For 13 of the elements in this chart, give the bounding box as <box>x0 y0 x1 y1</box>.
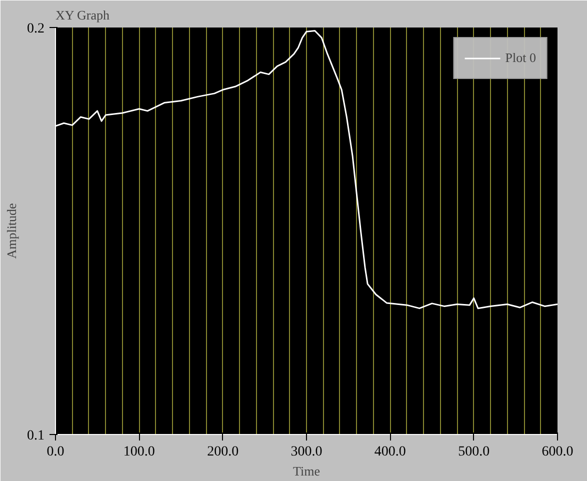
x-tick-label: 500.0 <box>458 444 490 460</box>
x-tick-label: 200.0 <box>207 444 239 460</box>
y-tick-label: 0.2 <box>27 22 44 36</box>
x-tick-label: 600.0 <box>542 444 574 460</box>
legend-label: Plot 0 <box>505 50 536 66</box>
x-tick-label: 300.0 <box>290 444 322 460</box>
y-axis-title: Amplitude <box>4 202 19 259</box>
x-axis-title: Time <box>293 464 320 478</box>
y-tick-label: 0.1 <box>27 428 44 444</box>
x-tick-label: 0.0 <box>46 444 64 460</box>
x-tick-label: 400.0 <box>374 444 406 460</box>
x-tick-label: 100.0 <box>123 444 155 460</box>
chart-title: XY Graph <box>56 8 110 22</box>
